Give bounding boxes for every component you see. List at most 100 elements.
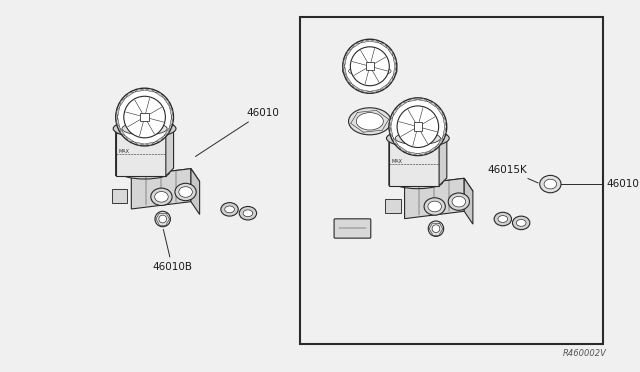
Polygon shape (408, 99, 418, 102)
Ellipse shape (424, 198, 445, 215)
Polygon shape (390, 116, 393, 127)
Polygon shape (120, 127, 125, 136)
FancyBboxPatch shape (413, 122, 422, 131)
Polygon shape (166, 125, 173, 176)
Ellipse shape (113, 120, 176, 137)
Polygon shape (164, 98, 170, 107)
Polygon shape (408, 152, 418, 155)
Polygon shape (131, 169, 200, 189)
Ellipse shape (356, 113, 383, 130)
Circle shape (397, 106, 438, 148)
Polygon shape (170, 107, 173, 117)
Ellipse shape (396, 132, 440, 145)
Polygon shape (155, 92, 164, 98)
Ellipse shape (387, 129, 449, 147)
Ellipse shape (540, 175, 561, 193)
Polygon shape (389, 134, 397, 186)
Ellipse shape (225, 206, 234, 213)
Ellipse shape (544, 179, 557, 189)
Polygon shape (145, 142, 155, 145)
Circle shape (159, 215, 166, 223)
Ellipse shape (122, 122, 167, 135)
Polygon shape (399, 146, 408, 152)
Polygon shape (437, 137, 443, 146)
Ellipse shape (516, 219, 526, 226)
Polygon shape (343, 66, 347, 76)
Polygon shape (393, 108, 399, 116)
Polygon shape (428, 102, 437, 108)
Ellipse shape (239, 206, 257, 220)
Polygon shape (120, 98, 125, 107)
Circle shape (389, 98, 447, 155)
Polygon shape (131, 169, 191, 209)
Polygon shape (360, 89, 370, 93)
Circle shape (124, 96, 165, 138)
Circle shape (155, 211, 170, 227)
Ellipse shape (243, 210, 253, 217)
Polygon shape (164, 127, 170, 136)
Text: R460002V: R460002V (563, 349, 606, 358)
Polygon shape (170, 117, 173, 127)
Polygon shape (443, 127, 446, 137)
Text: 46010: 46010 (195, 108, 279, 157)
Polygon shape (393, 66, 396, 76)
Circle shape (432, 225, 440, 232)
Ellipse shape (120, 165, 170, 179)
Ellipse shape (179, 187, 193, 197)
Ellipse shape (452, 196, 465, 207)
Polygon shape (404, 178, 464, 219)
Ellipse shape (175, 183, 196, 201)
Polygon shape (370, 89, 380, 93)
Text: 46015K: 46015K (488, 164, 538, 183)
FancyBboxPatch shape (334, 219, 371, 238)
Polygon shape (393, 137, 399, 146)
Ellipse shape (393, 175, 443, 189)
Polygon shape (116, 107, 120, 117)
Polygon shape (370, 40, 380, 43)
Polygon shape (116, 117, 120, 127)
Polygon shape (352, 84, 360, 89)
Polygon shape (134, 142, 145, 145)
Polygon shape (388, 76, 393, 84)
Polygon shape (343, 57, 347, 66)
Polygon shape (393, 57, 396, 66)
Ellipse shape (494, 212, 511, 226)
Circle shape (116, 88, 173, 146)
Text: 46010: 46010 (606, 179, 639, 189)
Ellipse shape (498, 216, 508, 222)
Circle shape (428, 221, 444, 236)
Polygon shape (352, 43, 360, 48)
Polygon shape (464, 178, 473, 224)
Ellipse shape (448, 193, 470, 210)
Polygon shape (418, 99, 428, 102)
Polygon shape (443, 116, 446, 127)
Text: 46010B: 46010B (152, 230, 193, 272)
Polygon shape (388, 48, 393, 57)
Ellipse shape (513, 216, 530, 230)
Ellipse shape (221, 203, 238, 216)
FancyBboxPatch shape (140, 113, 149, 121)
Ellipse shape (155, 192, 168, 202)
Text: MAX: MAX (392, 159, 403, 164)
Circle shape (350, 47, 389, 86)
Polygon shape (439, 134, 447, 186)
Bar (112, 189, 127, 203)
Ellipse shape (349, 66, 391, 76)
Polygon shape (428, 146, 437, 152)
Ellipse shape (151, 188, 172, 205)
Ellipse shape (428, 201, 442, 212)
FancyBboxPatch shape (365, 62, 374, 70)
Polygon shape (360, 40, 370, 43)
Polygon shape (347, 48, 352, 57)
Polygon shape (134, 89, 145, 92)
Polygon shape (389, 142, 439, 186)
Polygon shape (347, 76, 352, 84)
Text: MAX: MAX (118, 149, 129, 154)
Polygon shape (116, 132, 166, 176)
Polygon shape (145, 89, 155, 92)
Polygon shape (116, 125, 124, 176)
Circle shape (343, 39, 397, 93)
Polygon shape (125, 92, 134, 98)
Polygon shape (404, 178, 473, 198)
Bar (300, 17, 602, 344)
